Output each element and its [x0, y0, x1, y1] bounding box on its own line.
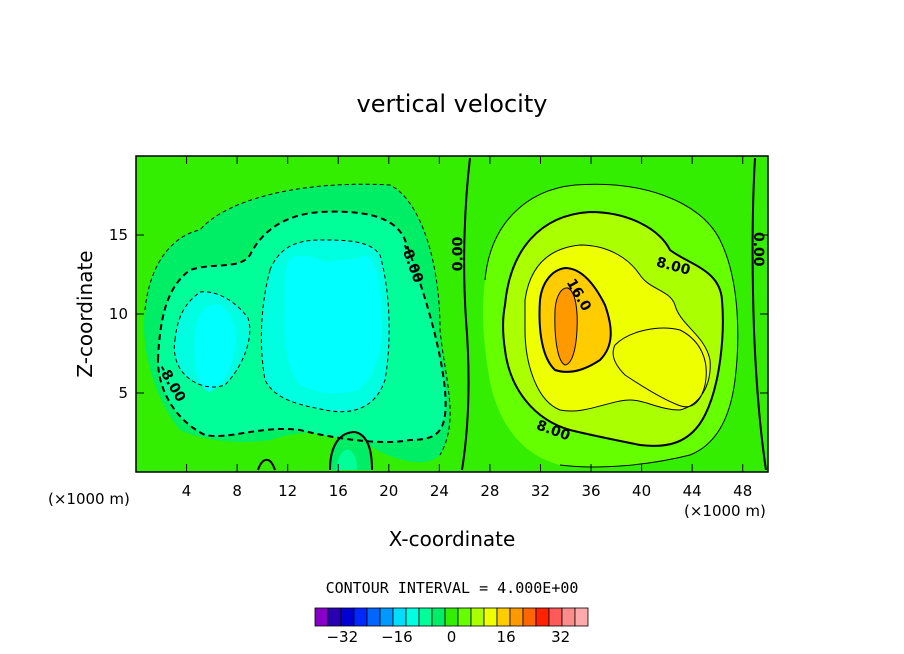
colorbar-swatch — [340, 607, 355, 627]
x-tick-label: 20 — [379, 482, 398, 500]
filled-contours — [144, 184, 738, 470]
colorbar-tick-label: 16 — [497, 628, 516, 646]
colorbar-swatch — [509, 607, 524, 627]
colorbar-swatch — [535, 607, 550, 627]
colorbar-swatch — [483, 607, 498, 627]
colorbar-swatch — [314, 607, 329, 627]
y-axis-title: Z-coordinate — [73, 250, 97, 377]
y-tick-label: 10 — [109, 305, 128, 323]
colorbar-swatch — [457, 607, 472, 627]
contour-line-pos16-right — [538, 266, 612, 373]
contour-line-pos4-right — [484, 183, 739, 468]
x-tick-label: 4 — [182, 482, 192, 500]
x-tick-label: 48 — [733, 482, 752, 500]
colorbar-swatch — [431, 607, 446, 627]
contour-lines — [144, 157, 767, 471]
colorbar-swatch — [392, 607, 407, 627]
colorbar-swatch — [522, 607, 537, 627]
x-tick-label: 44 — [683, 482, 702, 500]
contour-label: 0.00 — [750, 232, 766, 267]
colorbar-swatch — [574, 607, 589, 627]
contour-line-zero-center — [461, 157, 471, 471]
contour-line-pos8-right — [502, 210, 724, 447]
colorbar-swatch — [548, 607, 563, 627]
x-axis-title: X-coordinate — [389, 527, 516, 551]
x-tick-label: 32 — [531, 482, 550, 500]
colorbar-swatch — [470, 607, 485, 627]
contour-line-zero-right — [751, 157, 767, 471]
x-tick-label: 8 — [232, 482, 242, 500]
x-tick-label: 40 — [632, 482, 651, 500]
colorbar-swatch — [379, 607, 394, 627]
colorbar: −32 −16 0 16 32 — [314, 607, 589, 646]
colorbar-tick-label: 32 — [551, 628, 570, 646]
contour-line-bottom-blob — [329, 430, 373, 471]
colorbar-swatch — [353, 607, 368, 627]
contour-fill-neg16-center — [284, 255, 382, 394]
colorbar-tick-label: 0 — [447, 628, 457, 646]
colorbar-swatch — [561, 607, 576, 627]
contour-line-neg12-left — [173, 291, 251, 388]
colorbar-swatch — [444, 607, 459, 627]
colorbar-swatch — [327, 607, 342, 627]
x-tick-label: 36 — [581, 482, 600, 500]
y-tick-label: 15 — [109, 226, 128, 244]
colorbar-tick-label: −32 — [326, 628, 358, 646]
chart-title: vertical velocity — [357, 90, 548, 118]
colorbar-tick-label: −16 — [381, 628, 413, 646]
x-axis-unit-left: (×1000 m) — [48, 490, 130, 508]
x-axis-unit-right: (×1000 m) — [684, 502, 766, 520]
x-tick-label: 28 — [480, 482, 499, 500]
x-tick-label: 12 — [278, 482, 297, 500]
contour-line-bottom-wiggle — [257, 458, 276, 471]
contour-line-neg4-left — [144, 183, 451, 456]
contour-interval-text: CONTOUR INTERVAL = 4.000E+00 — [326, 579, 579, 597]
contour-line-pos12-right — [524, 244, 711, 412]
contour-line-pos20-right — [554, 287, 578, 366]
colorbar-swatch — [366, 607, 381, 627]
contour-line-neg12-center — [260, 239, 390, 413]
contour-fill-pos20-right — [554, 287, 578, 365]
y-tick-label: 5 — [118, 384, 128, 402]
contour-line-pos12-secondary — [612, 327, 707, 408]
colorbar-swatch — [405, 607, 420, 627]
contour-fill-neg16-left — [194, 304, 236, 392]
x-tick-label: 16 — [329, 482, 348, 500]
contour-fill-pos8-secondary — [613, 328, 707, 407]
colorbar-swatch — [418, 607, 433, 627]
y-axis: 5 10 15 — [109, 226, 768, 402]
colorbar-swatch — [496, 607, 511, 627]
x-tick-label: 24 — [430, 482, 449, 500]
contour-label: 0.00 — [450, 236, 466, 271]
x-axis: 4 8 12 16 20 24 28 32 36 40 44 48 — [182, 156, 752, 500]
contour-fill-bottom-blob-inner — [336, 449, 357, 470]
